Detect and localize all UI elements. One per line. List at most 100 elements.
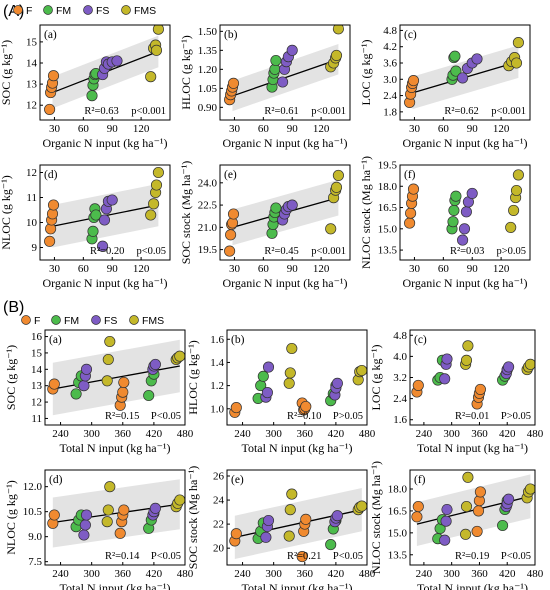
data-point bbox=[332, 169, 344, 181]
p-value-label: P>0.05 bbox=[501, 411, 531, 422]
y-tick-label: 1.4 bbox=[210, 357, 224, 369]
data-point bbox=[330, 49, 343, 61]
y-tick-label: 3.2 bbox=[393, 372, 407, 384]
y-axis-label: LOC (g kg⁻¹) bbox=[359, 40, 373, 106]
x-tick-label: 420 bbox=[499, 428, 516, 440]
y-tick-label: 26 bbox=[213, 471, 225, 483]
data-point bbox=[512, 37, 524, 49]
chart-panel: 30 60 90 120 9 10 11 12 Organic N input (kg ha⁻¹… bbox=[0, 164, 171, 290]
data-point bbox=[300, 400, 312, 413]
x-axis-label: Total N input (kg ha⁻¹) bbox=[241, 441, 352, 455]
p-value-label: P<0.05 bbox=[501, 551, 531, 562]
data-point bbox=[331, 510, 343, 522]
y-tick-label: 3.0 bbox=[383, 74, 397, 86]
y-tick-label: 13.5 bbox=[378, 245, 398, 257]
data-point bbox=[510, 57, 523, 69]
data-point bbox=[325, 223, 337, 235]
x-tick-label: 60 bbox=[258, 123, 270, 135]
data-point bbox=[104, 481, 116, 493]
plot-frame bbox=[409, 469, 536, 566]
y-tick-label: 11 bbox=[26, 192, 37, 204]
y-axis-label: SOC (g kg⁻¹) bbox=[4, 345, 18, 410]
y-tick-label: 13.5 bbox=[388, 549, 408, 561]
r2-label: R²=0.19 bbox=[455, 551, 489, 562]
y-tick-label: 13 bbox=[31, 380, 43, 392]
y-tick-label: 15.0 bbox=[378, 223, 398, 235]
legend-label: FMS bbox=[142, 315, 164, 327]
data-point bbox=[174, 494, 185, 506]
x-tick-label: 360 bbox=[297, 428, 314, 440]
data-point bbox=[283, 530, 295, 542]
y-axis-label: SOC (g kg⁻¹) bbox=[0, 40, 13, 105]
x-axis-label: Organic N input (kg ha⁻¹) bbox=[222, 276, 347, 290]
legend-label: FM bbox=[56, 5, 71, 17]
data-point bbox=[148, 198, 160, 210]
chart-panel: 240 300 360 420 480 1.0 1.2 1.4 1.6 Total N input… bbox=[186, 329, 376, 455]
x-tick-label: 300 bbox=[443, 568, 460, 580]
data-point bbox=[330, 181, 343, 193]
data-point bbox=[447, 216, 459, 228]
x-tick-label: 360 bbox=[115, 428, 132, 440]
x-tick-label: 420 bbox=[328, 568, 345, 580]
data-point bbox=[114, 527, 126, 539]
plot-frame bbox=[44, 329, 186, 426]
x-tick-label: 90 bbox=[107, 263, 119, 275]
x-tick-label: 480 bbox=[359, 568, 376, 580]
chart-panel: 240 300 360 420 480 7.5 9.0 10.5 12.0 Total N inp… bbox=[4, 469, 194, 590]
plot-frame bbox=[39, 164, 171, 261]
panel-label: (a) bbox=[49, 334, 62, 346]
y-axis-label: NLOC stock (Mg ha⁻¹) bbox=[369, 461, 383, 574]
x-tick-label: 120 bbox=[313, 123, 330, 135]
panel-label: (b) bbox=[224, 29, 238, 41]
y-tick-label: 2.4 bbox=[393, 393, 407, 405]
x-tick-label: 240 bbox=[234, 568, 251, 580]
y-axis-label: NLOC (g kg⁻¹) bbox=[0, 175, 13, 250]
data-point bbox=[412, 379, 424, 391]
data-point bbox=[356, 500, 367, 512]
data-point bbox=[106, 194, 118, 206]
data-point bbox=[152, 25, 164, 35]
data-point bbox=[462, 471, 474, 483]
y-tick-label: 10 bbox=[26, 217, 38, 229]
data-point bbox=[149, 502, 161, 514]
y-tick-label: 9 bbox=[32, 242, 38, 254]
r2-label: R²=0.03 bbox=[450, 246, 484, 257]
y-tick-label: 22 bbox=[213, 519, 224, 531]
y-tick-label: 9.0 bbox=[28, 531, 42, 543]
y-tick-label: 16 bbox=[31, 331, 43, 343]
x-tick-label: 120 bbox=[493, 263, 510, 275]
x-tick-label: 90 bbox=[107, 123, 119, 135]
data-point bbox=[405, 207, 417, 219]
x-axis-label: Organic N input (kg ha⁻¹) bbox=[402, 136, 527, 150]
panel-label: (e) bbox=[231, 474, 244, 486]
y-axis-label: SOC stock (Mg ha⁻¹) bbox=[179, 161, 193, 265]
x-tick-label: 480 bbox=[527, 428, 544, 440]
y-tick-label: 1.6 bbox=[393, 414, 407, 426]
x-tick-label: 240 bbox=[52, 428, 69, 440]
y-tick-label: 14 bbox=[26, 58, 38, 70]
y-tick-label: 11 bbox=[31, 413, 42, 425]
x-tick-label: 360 bbox=[115, 568, 132, 580]
y-tick-label: 19.5 bbox=[378, 160, 398, 172]
data-point bbox=[472, 505, 485, 517]
data-point bbox=[44, 235, 56, 247]
legend-label: FM bbox=[64, 315, 79, 327]
data-point bbox=[524, 483, 535, 495]
data-point bbox=[457, 72, 469, 84]
x-tick-label: 300 bbox=[265, 568, 282, 580]
x-tick-label: 300 bbox=[83, 568, 100, 580]
plot-frame bbox=[39, 24, 171, 121]
data-point bbox=[117, 386, 129, 398]
y-axis-label: NLOC (g kg⁻¹) bbox=[4, 480, 18, 555]
x-tick-label: 120 bbox=[133, 263, 150, 275]
plot-frame bbox=[44, 469, 186, 566]
panel-label: (b) bbox=[231, 334, 245, 346]
section-a-legend: F FM FS FMS bbox=[13, 5, 156, 17]
x-tick-label: 240 bbox=[416, 568, 433, 580]
y-tick-label: 2.4 bbox=[383, 90, 397, 102]
legend-label: F bbox=[26, 5, 32, 17]
data-point bbox=[284, 367, 296, 379]
y-tick-label: 16.5 bbox=[378, 202, 398, 214]
x-tick-label: 30 bbox=[409, 123, 421, 135]
data-point bbox=[149, 358, 161, 370]
